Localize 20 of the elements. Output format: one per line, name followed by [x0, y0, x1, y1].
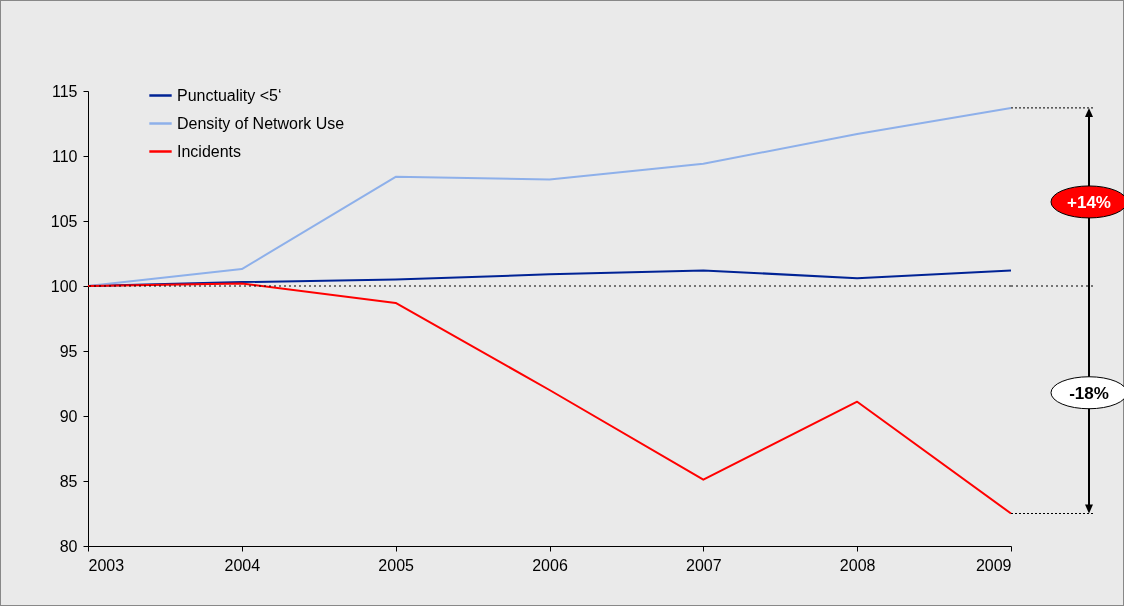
y-tick-label: 100: [50, 277, 78, 295]
y-tick-label: 80: [59, 537, 78, 555]
x-tick-label: 2007: [686, 556, 722, 574]
text: +14%: [1067, 192, 1111, 212]
legend-label: Incidents: [177, 142, 242, 160]
x-tick-label: 2006: [532, 556, 568, 574]
y-tick-label: 105: [50, 212, 78, 230]
x-tick-label: 2008: [839, 556, 876, 574]
y-tick-label: 90: [59, 407, 78, 425]
legend-label: Punctuality <5‘: [177, 86, 282, 104]
x-tick-label: 2004: [224, 556, 261, 574]
x-tick-label: 2009: [975, 556, 1012, 574]
y-tick-label: 115: [51, 82, 78, 100]
legend-label: Density of Network Use: [177, 114, 345, 132]
y-tick-label: 110: [51, 147, 78, 165]
y-tick-label: 95: [59, 342, 78, 360]
x-tick-label: 2005: [378, 556, 415, 574]
x-tick-label: 2003: [88, 556, 125, 574]
y-tick-label: 85: [59, 472, 78, 490]
text: -18%: [1069, 383, 1109, 403]
